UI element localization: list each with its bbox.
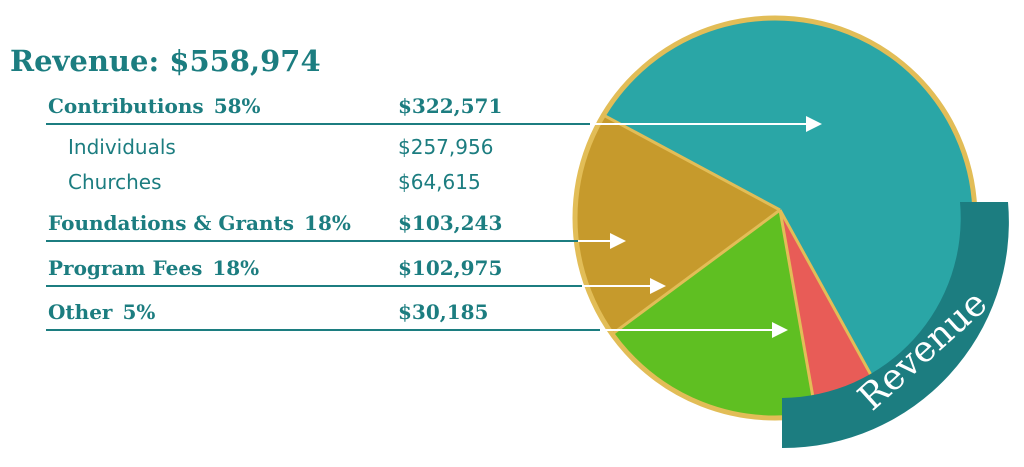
foundations-label: Foundations & Grants bbox=[48, 211, 295, 235]
connector-contributions bbox=[46, 116, 822, 132]
churches-amount: $64,615 bbox=[398, 170, 481, 194]
contributions-percent: 58% bbox=[213, 94, 261, 118]
slice-divider bbox=[612, 208, 781, 335]
row-contributions: Contributions 58% bbox=[48, 94, 261, 118]
connector-other bbox=[46, 322, 788, 338]
arrow-icon bbox=[650, 278, 666, 294]
arrow-icon bbox=[772, 322, 788, 338]
individuals-label: Individuals bbox=[68, 135, 176, 159]
program-fees-label: Program Fees bbox=[48, 256, 203, 280]
other-amount: $30,185 bbox=[398, 300, 489, 324]
slice-divider bbox=[778, 209, 880, 388]
other-percent: 5% bbox=[122, 300, 156, 324]
foundations-amount: $103,243 bbox=[398, 211, 503, 235]
foundations-percent: 18% bbox=[304, 211, 351, 235]
slice-divider bbox=[604, 114, 781, 212]
contributions-amount: $322,571 bbox=[398, 94, 503, 118]
contributions-label: Contributions bbox=[48, 94, 204, 118]
other-label: Other bbox=[48, 300, 113, 324]
churches-label: Churches bbox=[68, 170, 162, 194]
arrow-icon bbox=[806, 116, 822, 132]
row-program-fees: Program Fees 18% bbox=[48, 256, 259, 280]
slice-foundations bbox=[577, 116, 780, 333]
program-fees-amount: $102,975 bbox=[398, 256, 503, 280]
individuals-amount: $257,956 bbox=[398, 135, 494, 159]
row-foundations: Foundations & Grants 18% bbox=[48, 211, 351, 235]
slice-program-fees bbox=[613, 210, 816, 416]
connector-program-fees bbox=[46, 278, 666, 294]
slice-other bbox=[780, 210, 878, 412]
slice-divider bbox=[778, 209, 818, 413]
revenue-title: Revenue: $558,974 bbox=[10, 44, 321, 78]
connector-foundations bbox=[46, 233, 626, 249]
program-fees-percent: 18% bbox=[212, 256, 260, 280]
slice-contributions bbox=[605, 19, 973, 388]
row-other: Other 5% bbox=[48, 300, 155, 324]
arrow-icon bbox=[610, 233, 626, 249]
